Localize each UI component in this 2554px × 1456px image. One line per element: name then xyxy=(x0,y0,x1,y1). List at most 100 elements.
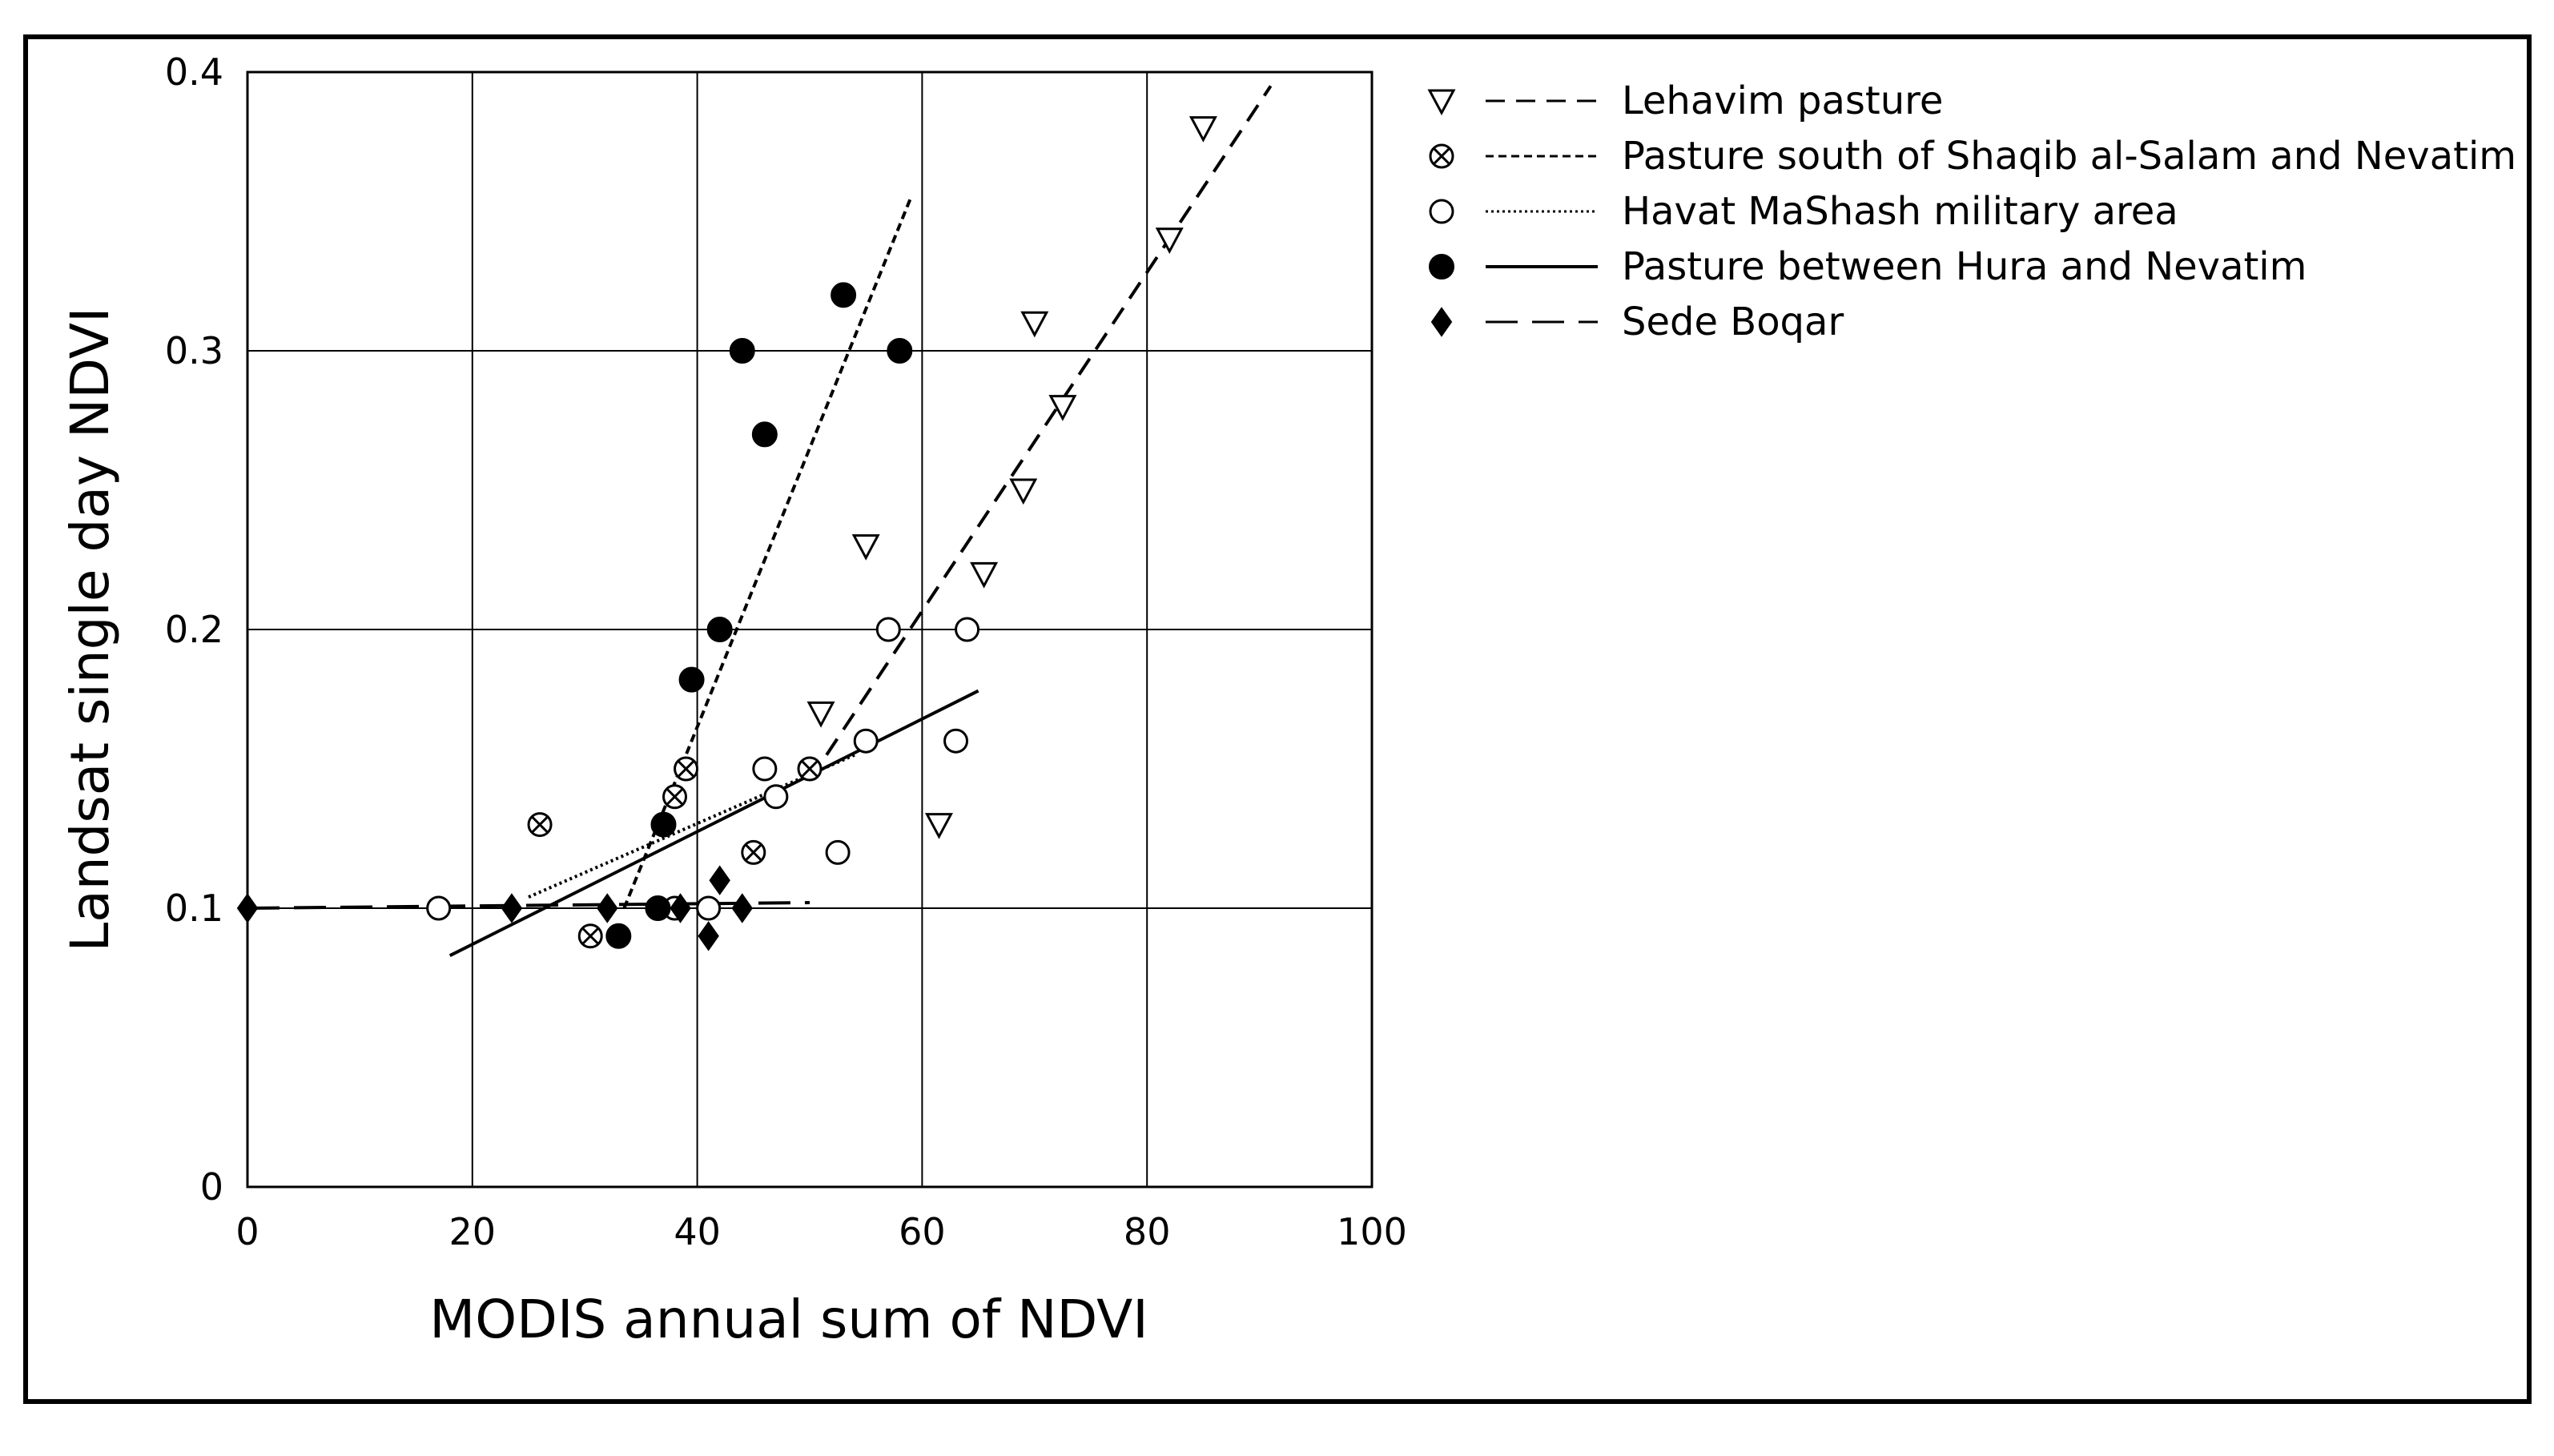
series-4-point-9 xyxy=(887,338,913,364)
series-1-point-2 xyxy=(851,534,880,561)
series-4-point-3 xyxy=(650,811,677,838)
marker-shape xyxy=(831,282,857,308)
marker-shape xyxy=(875,617,901,642)
marker-shape xyxy=(678,666,705,693)
marker-shape xyxy=(1048,395,1077,421)
series-4-point-8 xyxy=(831,282,857,308)
y-tick-label: 0.4 xyxy=(165,50,223,94)
marker-cross xyxy=(531,815,549,834)
marker-shape xyxy=(887,338,913,364)
trend-line-4 xyxy=(448,689,979,957)
series-1-point-8 xyxy=(1155,227,1184,254)
y-tick-label: 0.3 xyxy=(165,329,223,372)
marker-shape xyxy=(1155,227,1184,254)
marker-shape xyxy=(426,895,452,921)
marker-shape xyxy=(763,784,789,810)
marker-shape xyxy=(1009,478,1038,505)
tick-labels: 0 20 40 60 80 100 0 0.1 0.2 0.3 0.4 xyxy=(165,50,1407,1253)
marker-shape xyxy=(597,893,618,923)
series-4-point-2 xyxy=(645,895,671,921)
marker-cross xyxy=(677,760,695,778)
marker-cross xyxy=(1433,147,1450,165)
y-tick-label: 0 xyxy=(200,1165,223,1209)
series-2-point-6 xyxy=(797,756,823,782)
marker-shape xyxy=(670,893,691,923)
series-4-point-7 xyxy=(751,421,778,448)
marker-shape xyxy=(605,923,632,949)
series-2-point-5 xyxy=(741,839,766,865)
legend-marker-2 xyxy=(1429,143,1454,169)
marker-shape xyxy=(696,895,722,921)
series-1-point-5 xyxy=(1009,478,1038,505)
marker-shape xyxy=(709,865,730,895)
marker-shape xyxy=(645,895,671,921)
legend-marker-1 xyxy=(1427,89,1456,116)
series-3-point-7 xyxy=(853,728,879,754)
x-tick-label: 60 xyxy=(899,1210,946,1253)
series-1-point-4 xyxy=(970,561,999,589)
legend-marker-5 xyxy=(1430,307,1453,337)
legend-marker-4 xyxy=(1429,254,1454,280)
series-5-point-6 xyxy=(709,865,730,895)
marker-shape xyxy=(1429,254,1454,280)
series-3-point-3 xyxy=(696,895,722,921)
marker-shape xyxy=(943,728,969,754)
legend: Lehavim pasture Pasture south of Shaqib a… xyxy=(1427,78,2516,344)
series-1-point-7 xyxy=(1048,395,1077,421)
series-5-point-5 xyxy=(698,921,719,951)
marker-shape xyxy=(501,893,523,923)
x-tick-label: 100 xyxy=(1337,1210,1407,1253)
marker-shape xyxy=(825,839,851,865)
marker-shape xyxy=(1189,116,1217,143)
series-3-point-4 xyxy=(752,756,778,782)
marker-shape xyxy=(752,756,778,782)
trend-line-1 xyxy=(825,85,1273,756)
series-1-point-6 xyxy=(1020,311,1049,338)
series-5-point-2 xyxy=(501,893,523,923)
legend-label-3: Havat MaShash military area xyxy=(1622,189,2178,234)
series-3-point-10 xyxy=(955,617,980,642)
x-tick-label: 20 xyxy=(449,1210,497,1253)
series-5-point-4 xyxy=(670,893,691,923)
data-points xyxy=(236,116,1217,951)
marker-shape xyxy=(851,534,880,561)
series-3-point-5 xyxy=(763,784,789,810)
legend-label-2: Pasture south of Shaqib al-Salam and Nev… xyxy=(1622,134,2516,179)
legend-marker-3 xyxy=(1429,199,1454,224)
x-axis-title: MODIS annual sum of NDVI xyxy=(429,1289,1148,1350)
legend-label-5: Sede Boqar xyxy=(1622,300,1844,344)
legend-label-4: Pasture between Hura and Nevatim xyxy=(1622,244,2307,289)
series-5-point-7 xyxy=(731,893,753,923)
marker-cross xyxy=(666,787,684,806)
series-4-point-4 xyxy=(678,666,705,693)
marker-shape xyxy=(731,893,753,923)
y-tick-label: 0.1 xyxy=(165,887,223,930)
series-3-point-6 xyxy=(825,839,851,865)
series-1-point-9 xyxy=(1189,116,1217,143)
series-3-point-1 xyxy=(426,895,452,921)
series-3-point-9 xyxy=(943,728,969,754)
marker-shape xyxy=(924,813,953,839)
marker-shape xyxy=(806,701,835,728)
marker-shape xyxy=(650,811,677,838)
marker-cross xyxy=(801,760,818,778)
marker-shape xyxy=(729,338,755,364)
marker-shape xyxy=(751,421,778,448)
x-tick-label: 80 xyxy=(1124,1210,1171,1253)
marker-shape xyxy=(1020,311,1049,338)
marker-shape xyxy=(955,617,980,642)
series-2-point-2 xyxy=(577,923,603,949)
series-2-point-1 xyxy=(527,812,553,838)
marker-shape xyxy=(970,561,999,589)
series-5-point-3 xyxy=(597,893,618,923)
legend-label-1: Lehavim pasture xyxy=(1622,78,1943,123)
series-2-point-3 xyxy=(662,784,688,810)
figure-frame xyxy=(23,34,2532,1404)
marker-cross xyxy=(581,927,600,945)
marker-shape xyxy=(698,921,719,951)
series-1-point-1 xyxy=(806,701,835,728)
series-5-point-1 xyxy=(236,893,259,923)
series-4-point-6 xyxy=(729,338,755,364)
marker-shape xyxy=(1430,307,1453,337)
